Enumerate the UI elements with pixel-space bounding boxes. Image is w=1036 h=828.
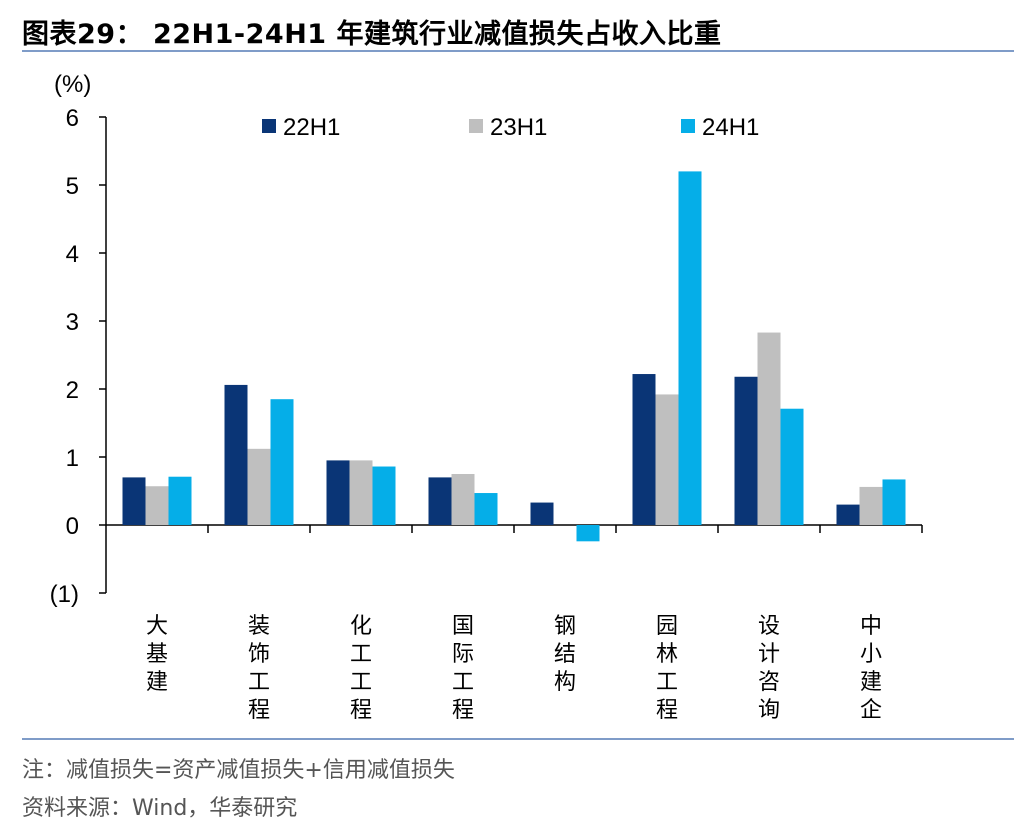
y-tick-label: 3 — [66, 309, 79, 336]
legend-label-23H1: 23H1 — [490, 114, 547, 141]
y-tick-label: 0 — [66, 513, 79, 540]
bar-22H1-1 — [122, 477, 146, 525]
category-label-5: 钢结构 — [554, 614, 576, 695]
legend-swatch-24H1 — [681, 119, 695, 133]
category-label-2: 装饰工程 — [248, 614, 270, 723]
bar-23H1-2 — [247, 448, 271, 525]
legend-swatch-23H1 — [469, 119, 483, 133]
y-tick-label: 1 — [66, 445, 79, 472]
bar-chart: (%) 6 5 4 3 2 1 0 (1) 22H1 23H1 24H1 大基建 装饰工程 化工工程 国… — [50, 71, 923, 723]
y-tick-label: (1) — [50, 581, 79, 608]
chart-legend: 22H1 23H1 24H1 — [262, 114, 759, 141]
legend-label-24H1: 24H1 — [702, 114, 759, 141]
y-axis-unit-label: (%) — [54, 71, 91, 98]
bar-22H1-4 — [428, 477, 452, 525]
bar-23H1-6 — [655, 394, 679, 525]
y-tick-label: 5 — [66, 173, 79, 200]
bar-24H1-4 — [474, 493, 498, 525]
y-tick-label: 6 — [66, 105, 79, 132]
category-label-4: 国际工程 — [452, 614, 474, 723]
bar-23H1-3 — [349, 460, 373, 525]
chart-title: 图表29： 22H1-24H1 年建筑行业减值损失占收入比重 — [22, 19, 722, 50]
bar-22H1-7 — [734, 376, 758, 525]
bar-24H1-5 — [576, 525, 600, 542]
bar-22H1-2 — [224, 384, 248, 525]
bar-24H1-2 — [270, 399, 294, 525]
chart-axes: 6 5 4 3 2 1 0 (1) — [50, 105, 923, 608]
bar-24H1-7 — [780, 408, 804, 525]
category-label-6: 园林工程 — [656, 614, 678, 723]
bar-24H1-1 — [168, 476, 192, 525]
bar-22H1-5 — [530, 502, 554, 525]
footer-divider — [22, 738, 1014, 740]
y-tick-label: 4 — [66, 241, 79, 268]
title-divider — [22, 50, 1014, 52]
footnote: 注：减值损失=资产减值损失+信用减值损失 — [22, 758, 455, 783]
category-label-7: 设计咨询 — [758, 614, 780, 723]
y-tick-label: 2 — [66, 377, 79, 404]
bar-23H1-7 — [757, 332, 781, 525]
bar-24H1-3 — [372, 466, 396, 525]
category-labels: 大基建 装饰工程 化工工程 国际工程 钢结构 园林工程 设计咨询 中小建企 — [146, 614, 882, 723]
bar-23H1-4 — [451, 474, 475, 525]
legend-swatch-22H1 — [262, 119, 276, 133]
legend-label-22H1: 22H1 — [283, 114, 340, 141]
bar-24H1-8 — [882, 479, 906, 525]
bar-23H1-8 — [859, 486, 883, 525]
bar-24H1-6 — [678, 171, 702, 525]
bar-23H1-1 — [145, 486, 169, 525]
category-label-3: 化工工程 — [350, 614, 372, 723]
bar-22H1-3 — [326, 460, 350, 525]
category-label-8: 中小建企 — [860, 614, 882, 723]
source-note: 资料来源：Wind，华泰研究 — [22, 796, 298, 821]
bar-22H1-6 — [632, 374, 656, 525]
category-label-1: 大基建 — [146, 614, 168, 695]
chart-bars — [122, 171, 906, 542]
bar-22H1-8 — [836, 504, 860, 525]
